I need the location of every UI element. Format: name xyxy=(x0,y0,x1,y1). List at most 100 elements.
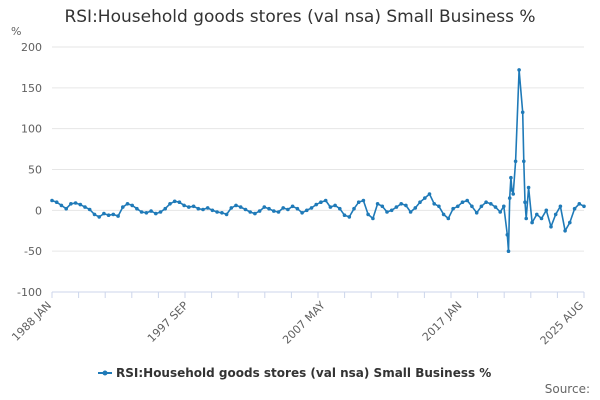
data-point xyxy=(191,204,196,209)
data-point xyxy=(446,216,451,221)
data-point xyxy=(125,202,130,206)
data-point xyxy=(432,202,437,206)
data-point xyxy=(427,192,432,196)
data-point xyxy=(333,203,337,208)
data-point xyxy=(572,206,577,211)
source-label: Source: xyxy=(544,382,590,396)
data-point xyxy=(243,207,248,212)
legend-dot-marker xyxy=(102,370,108,376)
data-point xyxy=(375,202,380,206)
data-point xyxy=(102,211,106,216)
data-point xyxy=(50,198,54,203)
data-point xyxy=(92,212,97,217)
data-point xyxy=(423,196,427,200)
data-point xyxy=(498,210,503,214)
data-point xyxy=(505,233,510,237)
data-point xyxy=(509,175,513,180)
data-point xyxy=(323,198,328,203)
data-point xyxy=(380,204,385,209)
y-axis: -100 -50 0 50 100 150 200 xyxy=(17,41,42,299)
data-point xyxy=(234,203,238,208)
data-point xyxy=(371,216,375,221)
chart-title: RSI:Household goods stores (val nsa) Sma… xyxy=(64,7,536,27)
data-point xyxy=(172,199,177,204)
x-tick-label: 2017 JAN xyxy=(420,299,465,344)
data-point xyxy=(553,212,558,217)
data-point xyxy=(59,203,64,208)
data-point xyxy=(319,200,323,204)
data-point xyxy=(300,211,304,215)
data-point xyxy=(413,206,418,210)
data-point xyxy=(187,205,191,209)
data-point xyxy=(106,213,111,217)
data-point xyxy=(286,207,290,212)
legend-label: RSI:Household goods stores (val nsa) Sma… xyxy=(116,366,491,380)
y-tick-label: -50 xyxy=(24,245,42,258)
data-point xyxy=(328,205,333,209)
data-point xyxy=(356,200,361,204)
data-point xyxy=(290,204,295,209)
data-point xyxy=(224,212,229,217)
data-point xyxy=(295,206,300,211)
data-point xyxy=(530,220,534,225)
y-axis-unit-label: % xyxy=(11,25,22,38)
data-point xyxy=(149,209,153,213)
y-tick-label: 200 xyxy=(21,41,42,54)
x-tick-label: 2025 AUG xyxy=(538,299,587,348)
data-point xyxy=(394,205,399,209)
data-point xyxy=(517,68,521,72)
data-point xyxy=(511,192,515,196)
y-tick-label: 150 xyxy=(21,82,42,95)
data-point xyxy=(507,196,512,200)
data-point xyxy=(314,202,319,207)
x-tick-label: 1997 SEP xyxy=(145,299,191,345)
data-point xyxy=(513,159,518,164)
data-point xyxy=(205,206,210,210)
data-point xyxy=(418,200,422,204)
data-point xyxy=(111,212,116,217)
data-point xyxy=(549,224,553,229)
data-point xyxy=(526,185,531,190)
data-point xyxy=(451,206,455,211)
data-point xyxy=(69,202,73,206)
data-point xyxy=(408,210,413,214)
data-point xyxy=(338,206,342,211)
y-tick-label: 0 xyxy=(35,204,42,217)
data-point xyxy=(262,205,267,209)
data-point xyxy=(489,202,493,206)
data-point xyxy=(281,206,286,210)
data-point xyxy=(506,249,511,253)
data-point xyxy=(493,205,498,209)
data-point xyxy=(253,211,257,216)
data-point xyxy=(342,213,347,217)
data-point xyxy=(267,206,271,211)
data-point xyxy=(305,208,309,213)
data-point xyxy=(441,212,446,217)
data-point xyxy=(568,220,572,225)
data-point xyxy=(144,211,149,215)
data-point xyxy=(470,204,474,209)
data-point xyxy=(116,214,120,218)
data-point xyxy=(352,206,356,211)
legend[interactable]: RSI:Household goods stores (val nsa) Sma… xyxy=(98,366,491,380)
data-point xyxy=(64,206,68,211)
data-point xyxy=(366,212,370,217)
data-point xyxy=(309,206,314,210)
data-point xyxy=(229,206,234,210)
y-tick-label: 50 xyxy=(28,164,42,177)
data-point xyxy=(484,200,488,204)
data-point xyxy=(276,210,281,214)
data-point xyxy=(524,216,528,221)
data-point xyxy=(558,204,563,209)
data-point xyxy=(535,212,539,217)
data-point xyxy=(437,204,441,209)
data-point xyxy=(389,208,394,213)
data-point xyxy=(135,206,139,211)
series-line xyxy=(51,69,585,252)
x-tick-label: 2007 MAY xyxy=(280,299,328,347)
data-point xyxy=(520,110,525,115)
data-point xyxy=(385,210,389,214)
data-point xyxy=(257,209,262,213)
